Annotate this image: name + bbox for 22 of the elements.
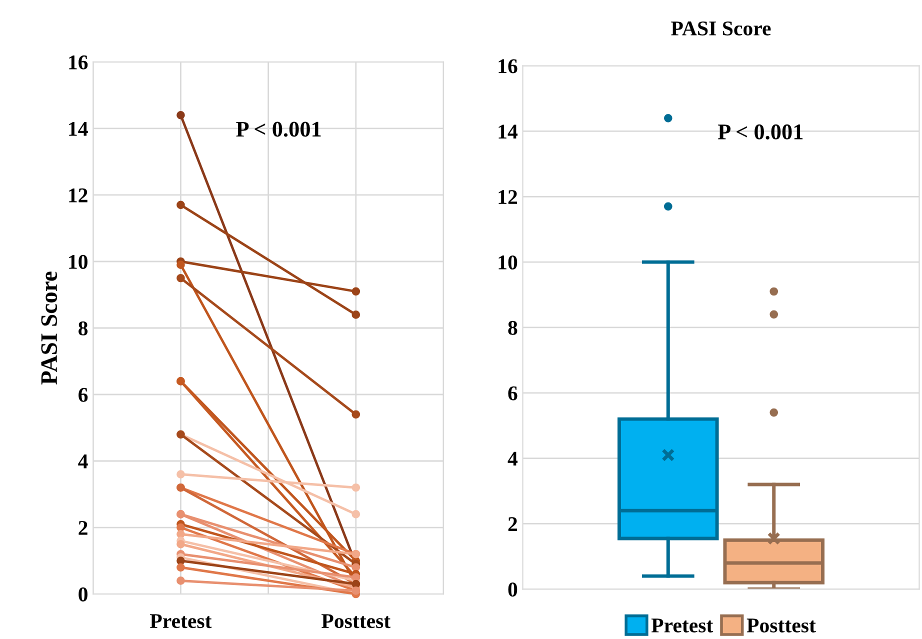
y-tick-label: 16 xyxy=(69,55,88,70)
y-tick-label: 6 xyxy=(508,386,518,400)
y-tick-label: 14 xyxy=(69,122,88,136)
y-tick-label: 8 xyxy=(508,320,518,335)
y-tick-label: 6 xyxy=(78,388,88,402)
annotation: P < 0.001 xyxy=(718,124,803,140)
y-tick-label: 10 xyxy=(498,255,518,270)
y-tick-label: 14 xyxy=(498,124,518,138)
y-tick-label: 4 xyxy=(508,452,518,466)
annotation: P < 0.001 xyxy=(236,122,321,137)
y-tick-label: 12 xyxy=(498,190,518,204)
y-tick-label: 12 xyxy=(69,188,88,202)
y-tick-label: 0 xyxy=(508,582,518,597)
y-tick-label: 0 xyxy=(78,587,88,602)
y-tick-label: 4 xyxy=(78,454,88,468)
y-tick-label: 2 xyxy=(508,517,518,531)
y-axis-title: PASI Score xyxy=(41,272,58,385)
y-tick-label: 16 xyxy=(498,59,518,74)
y-tick-label: 2 xyxy=(78,520,88,535)
y-tick-label: 8 xyxy=(78,321,88,336)
y-tick-label: 10 xyxy=(69,254,88,269)
chart-title: PASI Score xyxy=(671,21,771,36)
